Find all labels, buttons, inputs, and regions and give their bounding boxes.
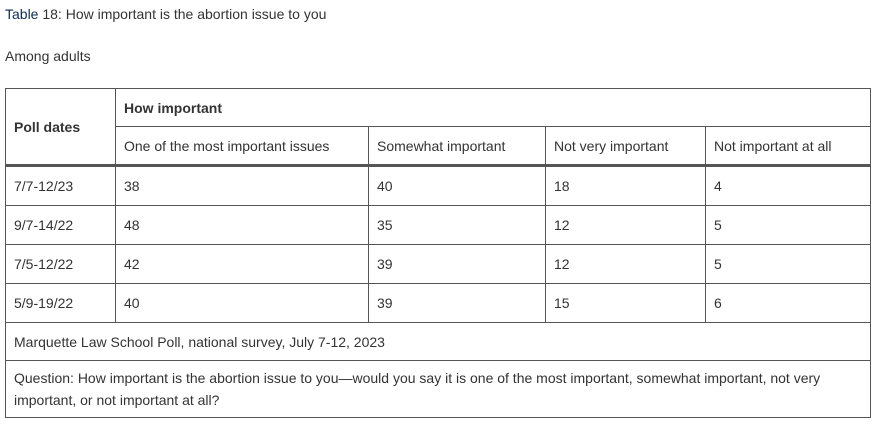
cell-value: 48 [115,205,369,245]
row-date: 7/5-12/22 [5,244,116,284]
source-row: Marquette Law School Poll, national surv… [5,322,871,361]
table-caption: Table 18: How important is the abortion … [5,5,326,23]
cell-value: 40 [368,165,546,206]
column-header: One of the most important issues [115,126,369,167]
table-row: 9/7-14/22 48 35 12 5 [5,205,871,245]
cell-value: 18 [545,165,706,206]
cell-value: 15 [545,283,706,323]
table-row: 7/5-12/22 42 39 12 5 [5,244,871,284]
question-note: Question: How important is the abortion … [5,360,871,418]
row-date: 5/9-19/22 [5,283,116,323]
row-date: 9/7-14/22 [5,205,116,245]
cell-value: 35 [368,205,546,245]
column-header: Not important at all [705,126,871,167]
table-caption-label: Table [5,6,39,22]
row-date: 7/7-12/23 [5,165,116,206]
poll-table: Poll dates How important One of the most… [5,88,871,418]
cell-value: 42 [115,244,369,284]
cell-value: 4 [705,165,871,206]
table-caption-text: 18: How important is the abortion issue … [38,6,327,22]
cell-value: 6 [705,283,871,323]
question-row: Question: How important is the abortion … [5,360,871,418]
cell-value: 39 [368,283,546,323]
table-row: 5/9-19/22 40 39 15 6 [5,283,871,323]
column-header: Somewhat important [368,126,546,167]
header-row-group: Poll dates How important [5,88,871,167]
source-note: Marquette Law School Poll, national surv… [5,322,871,361]
header-how-important: How important [115,88,871,127]
table-row: 7/7-12/23 38 40 18 4 [5,165,871,206]
cell-value: 5 [705,244,871,284]
cell-value: 12 [545,244,706,284]
cell-value: 38 [115,165,369,206]
header-poll-dates: Poll dates [5,88,116,167]
cell-value: 5 [705,205,871,245]
cell-value: 39 [368,244,546,284]
table-subtitle: Among adults [5,48,91,64]
header-row-columns: One of the most important issues Somewha… [6,126,871,167]
column-header: Not very important [545,126,706,167]
cell-value: 12 [545,205,706,245]
cell-value: 40 [115,283,369,323]
